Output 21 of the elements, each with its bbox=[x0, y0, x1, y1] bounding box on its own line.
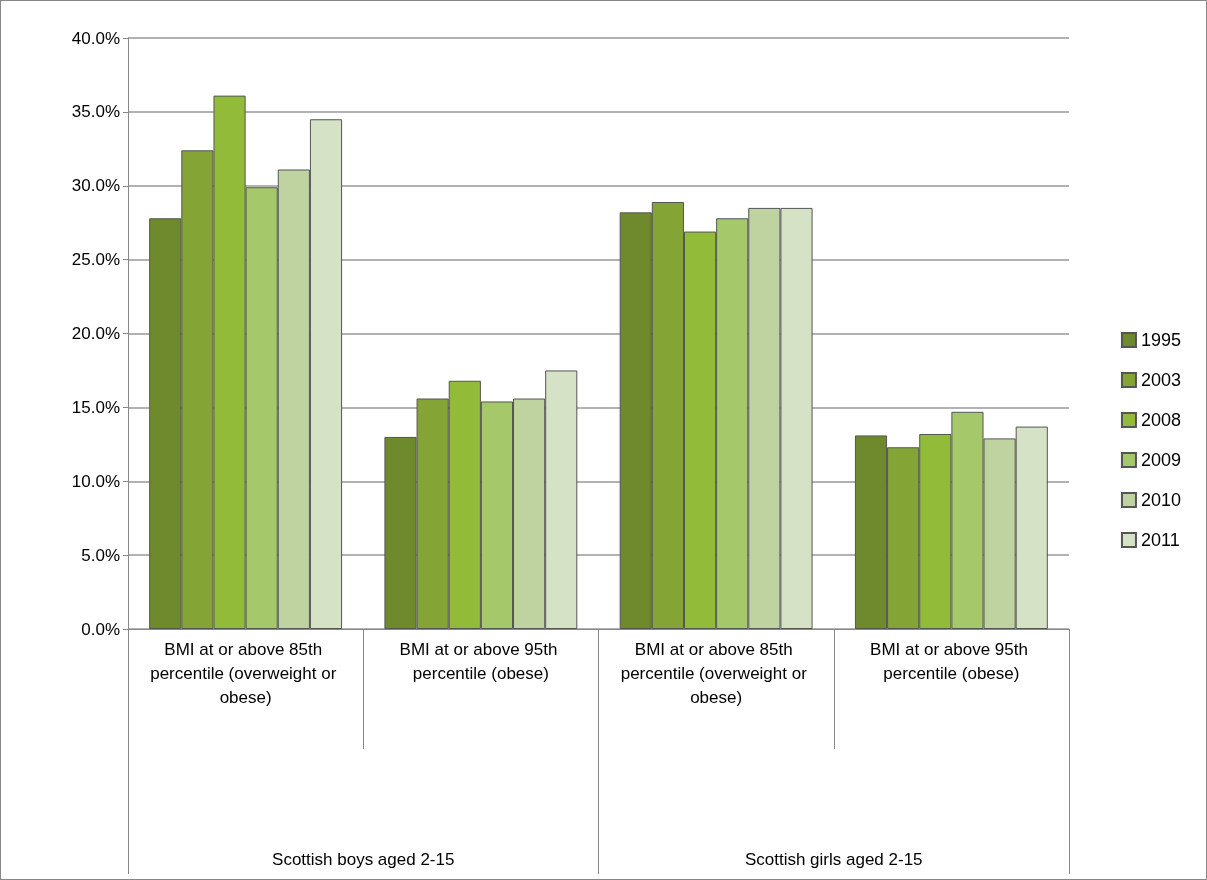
y-tick-label: 30.0% bbox=[71, 176, 120, 196]
y-tick-label: 20.0% bbox=[71, 324, 120, 343]
text: Scottish girls aged 2-15 bbox=[744, 850, 923, 869]
text: Scottish boys aged 2-15 bbox=[272, 850, 455, 869]
y-tick-label: 25.0% bbox=[71, 250, 120, 270]
y-tick-label: 40.0% bbox=[71, 28, 120, 48]
x-tick-label: BMI at or above 85th percentile (overweight or obese) bbox=[150, 639, 342, 707]
legend-label: 2008 bbox=[1140, 410, 1181, 430]
legend-label: 1995 bbox=[1140, 330, 1181, 350]
y-tick-label: 5.0% bbox=[81, 545, 120, 565]
y-tick-label: 35.0% bbox=[71, 102, 120, 122]
legend-label: 2009 bbox=[1140, 450, 1181, 470]
legend-label: 2003 bbox=[1140, 370, 1181, 390]
legend-label: 2011 bbox=[1140, 530, 1180, 550]
y-tick-label: 0.0% bbox=[81, 619, 120, 639]
x-tick-label: BMI at or above 85th percentile (overweight or obese) bbox=[620, 639, 812, 707]
y-tick-label: 10.0% bbox=[71, 471, 120, 491]
x-tick-label: BMI at or above 95th percentile (obese) bbox=[870, 639, 1033, 683]
y-tick-label: 15.0% bbox=[71, 397, 120, 417]
legend-label: 2010 bbox=[1140, 490, 1181, 510]
x-tick-label: BMI at or above 95th percentile (obese) bbox=[399, 639, 563, 683]
